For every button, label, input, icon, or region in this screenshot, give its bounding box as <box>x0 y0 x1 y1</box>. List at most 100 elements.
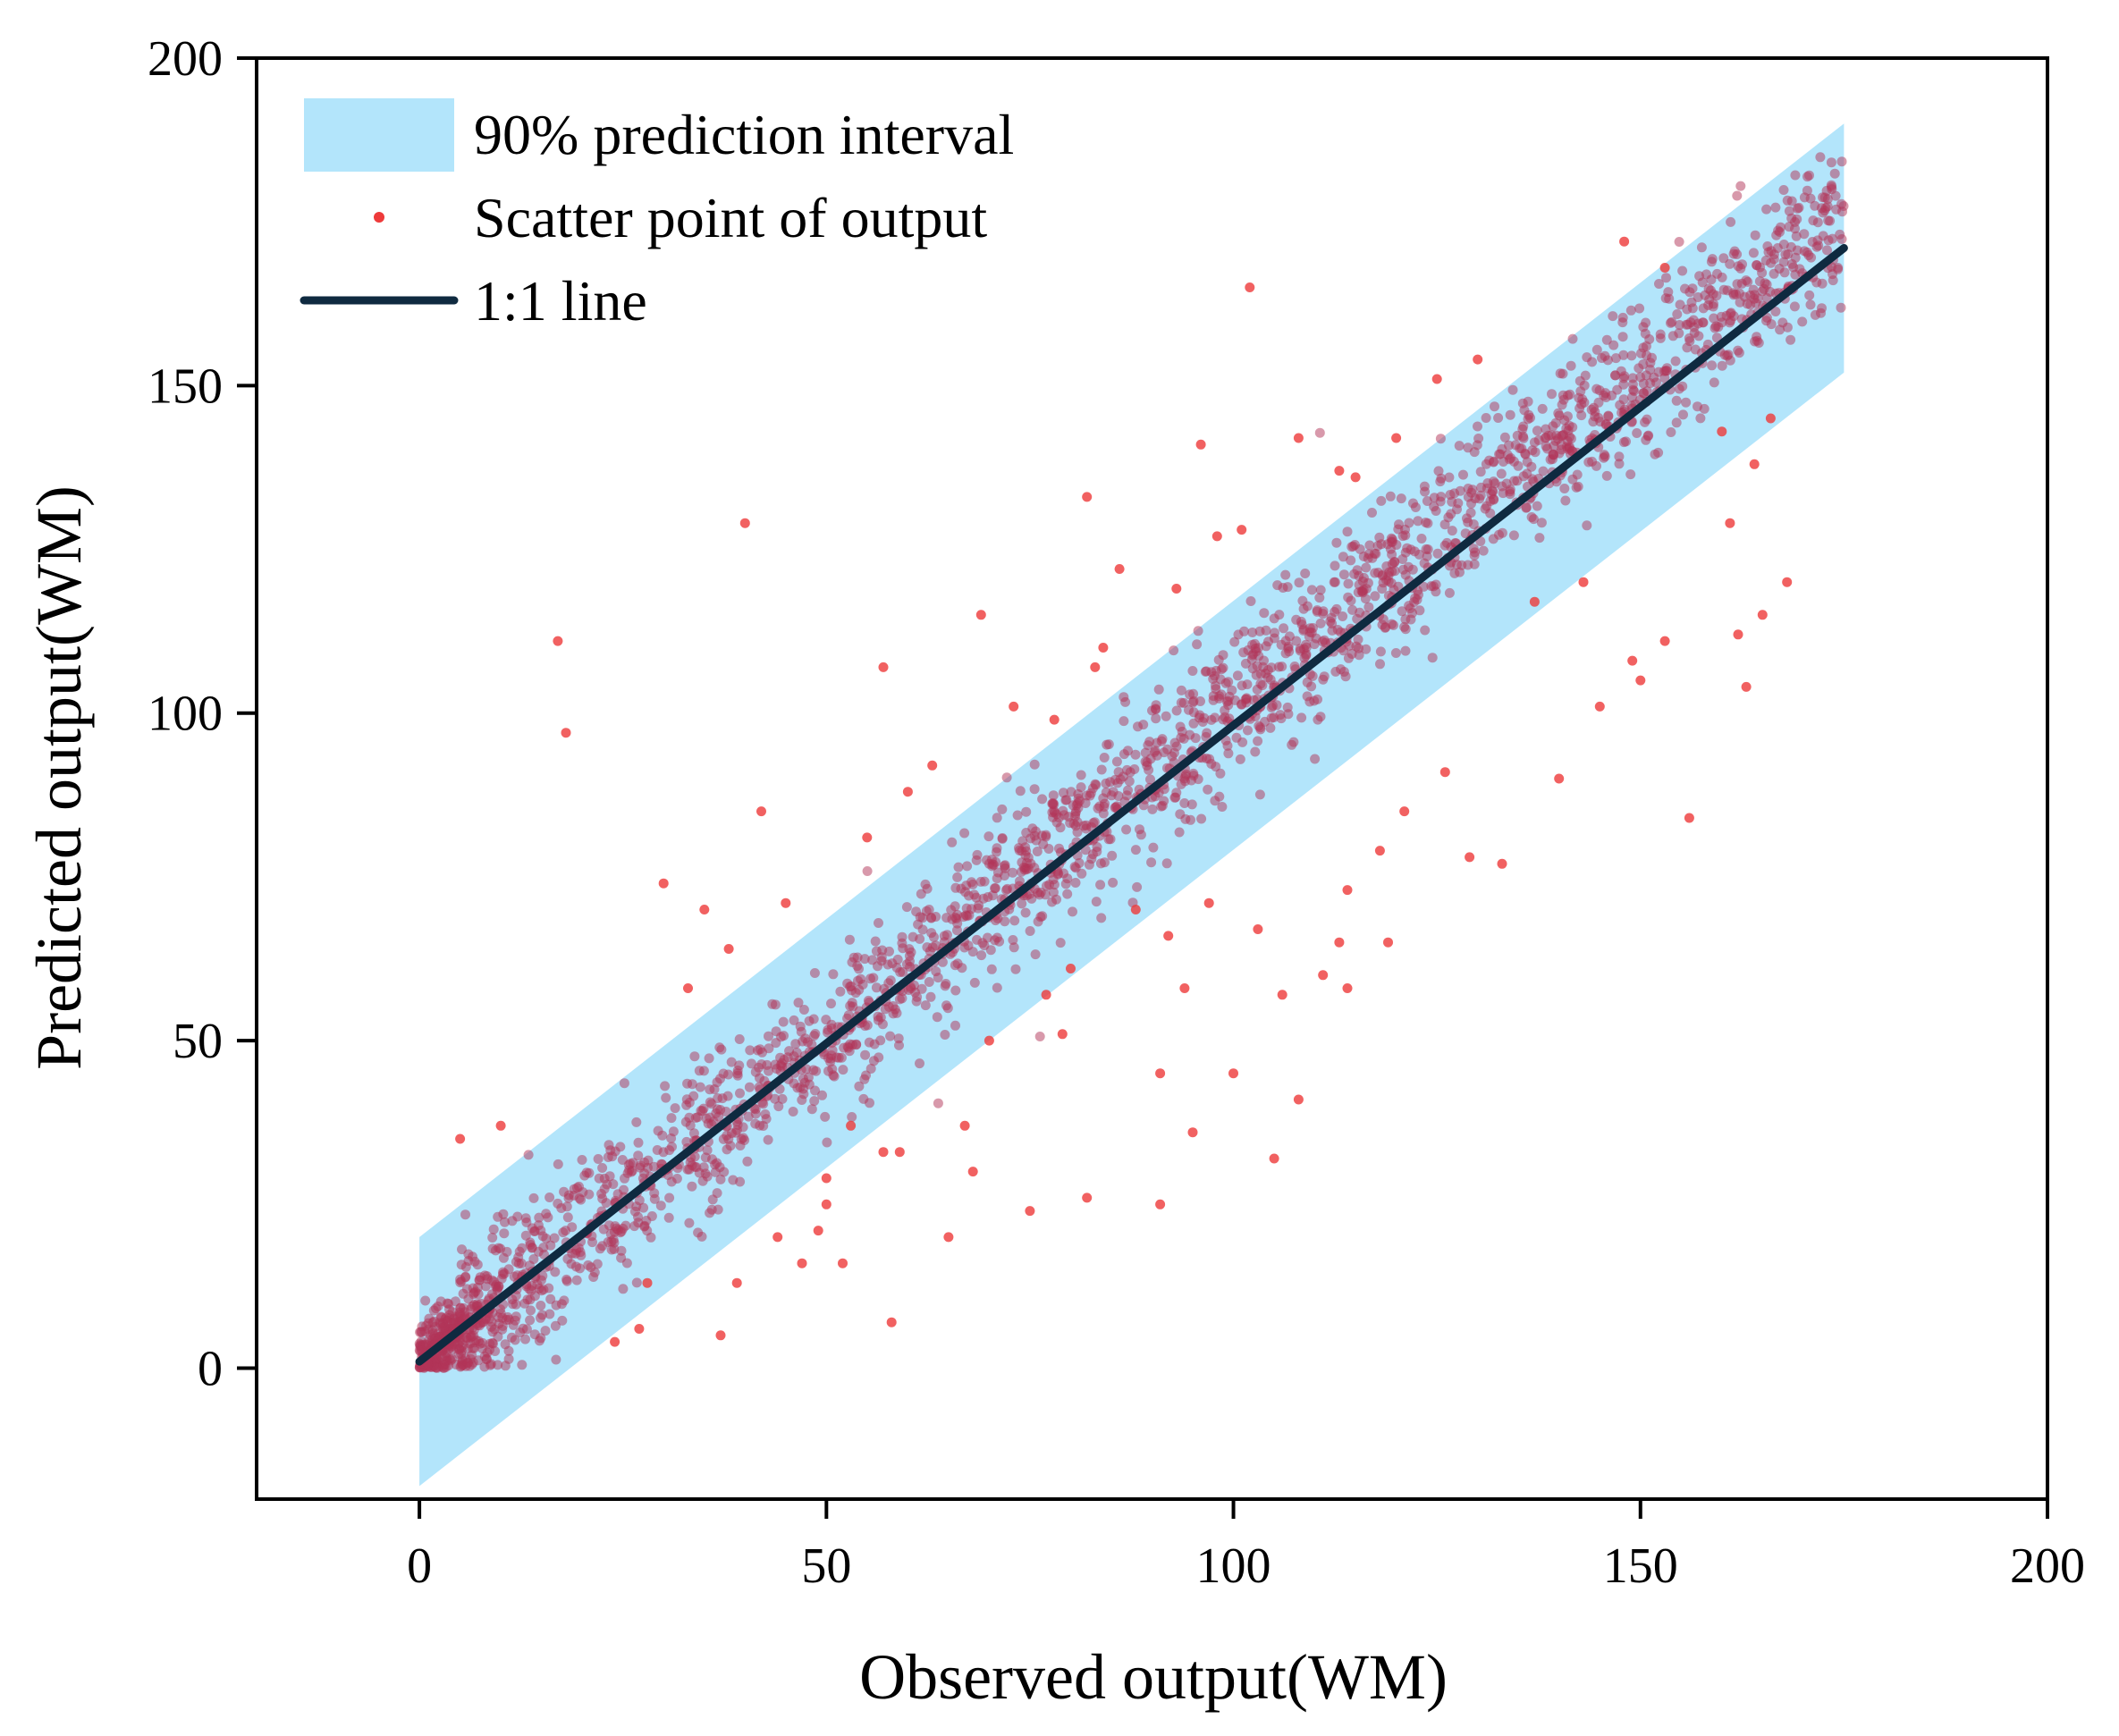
scatter-point <box>960 887 970 897</box>
scatter-point <box>1361 584 1372 594</box>
scatter-point <box>1152 737 1162 748</box>
scatter-point <box>1576 399 1587 409</box>
scatter-point <box>549 1233 560 1243</box>
scatter-point <box>908 931 918 942</box>
scatter-point <box>969 977 980 988</box>
scatter-point-outlier <box>1399 806 1410 817</box>
scatter-point <box>847 1112 857 1122</box>
scatter-point <box>500 1339 511 1350</box>
scatter-point <box>1608 311 1618 322</box>
scatter-point <box>1458 469 1468 480</box>
scatter-point <box>663 1212 674 1223</box>
x-tick-label: 0 <box>407 1538 432 1594</box>
scatter-point <box>525 1260 535 1271</box>
scatter-point <box>1261 641 1271 652</box>
scatter-point <box>820 1111 831 1122</box>
scatter-point <box>1831 204 1842 215</box>
scatter-point <box>631 1277 642 1288</box>
scatter-point <box>1329 577 1339 587</box>
scatter-point <box>495 1304 506 1315</box>
scatter-point <box>958 912 969 923</box>
scatter-point <box>1252 684 1262 695</box>
scatter-point <box>597 1193 608 1204</box>
scatter-point <box>508 1299 518 1310</box>
scatter-point <box>490 1245 501 1256</box>
scatter-point <box>750 1104 761 1115</box>
scatter-point <box>1482 478 1493 488</box>
scatter-point <box>1030 949 1041 960</box>
scatter-point <box>1055 822 1066 833</box>
scatter-point <box>455 1312 466 1322</box>
scatter-point <box>806 1104 817 1115</box>
scatter-point <box>472 1260 483 1270</box>
scatter-point <box>1009 915 1020 926</box>
scatter-point <box>1304 631 1314 642</box>
scatter-point <box>480 1281 491 1292</box>
scatter-point <box>487 1233 498 1243</box>
scatter-point <box>1549 450 1559 460</box>
scatter-point <box>1397 531 1408 542</box>
scatter-point <box>735 1088 745 1099</box>
scatter-point-outlier <box>1342 983 1353 993</box>
scatter-point <box>1054 813 1064 823</box>
scatter-point <box>1179 798 1190 808</box>
scatter-point <box>1735 181 1746 191</box>
scatter-point <box>1135 824 1144 835</box>
scatter-point <box>487 1327 498 1337</box>
legend-label-line: 1:1 line <box>474 269 647 333</box>
scatter-point <box>1029 784 1040 795</box>
scatter-point <box>1414 549 1424 560</box>
scatter-point <box>1358 572 1369 583</box>
scatter-point <box>506 1332 517 1343</box>
scatter-point <box>655 1201 666 1211</box>
scatter-point <box>1782 195 1793 206</box>
scatter-point <box>1707 360 1718 371</box>
scatter-point <box>432 1362 443 1373</box>
scatter-point <box>742 1156 753 1167</box>
scatter-point <box>1178 697 1189 708</box>
scatter-point <box>735 1176 746 1187</box>
scatter-point <box>874 1052 884 1063</box>
scatter-point <box>1760 278 1770 289</box>
scatter-point <box>924 977 934 987</box>
scatter-point-outlier <box>1635 675 1646 686</box>
scatter-point <box>1467 485 1478 495</box>
scatter-point <box>415 1327 426 1337</box>
scatter-point <box>571 1261 581 1272</box>
x-axis-title: Observed output(WM) <box>859 1641 1448 1713</box>
scatter-point <box>1107 850 1118 861</box>
scatter-point <box>940 981 950 991</box>
scatter-point <box>862 866 873 876</box>
scatter-point <box>1827 184 1837 195</box>
scatter-point <box>1678 409 1688 420</box>
scatter-point <box>642 1226 653 1236</box>
scatter-point <box>1718 284 1729 295</box>
scatter-point <box>660 1081 671 1091</box>
scatter-point <box>571 1275 582 1285</box>
scatter-point <box>1108 877 1119 888</box>
scatter-point <box>670 1103 680 1114</box>
scatter-point <box>1567 333 1578 344</box>
scatter-point <box>1610 353 1621 364</box>
scatter-point <box>1033 916 1043 927</box>
scatter-point <box>657 1130 668 1141</box>
scatter-point <box>621 1220 631 1231</box>
scatter-point <box>1693 331 1704 341</box>
scatter-point <box>979 876 990 887</box>
scatter-point <box>597 1241 608 1251</box>
scatter-point <box>624 1165 635 1176</box>
scatter-point-outlier <box>1439 767 1450 778</box>
scatter-point <box>1674 237 1684 247</box>
scatter-point <box>1203 784 1213 795</box>
scatter-point <box>1621 436 1631 447</box>
scatter-point <box>1176 685 1186 695</box>
scatter-point <box>760 1109 771 1119</box>
scatter-point <box>604 1140 614 1150</box>
scatter-point <box>479 1361 490 1372</box>
scatter-point-outlier <box>1473 354 1483 365</box>
scatter-point <box>1634 303 1645 314</box>
scatter-point <box>1583 457 1594 468</box>
scatter-point <box>1667 316 1677 327</box>
scatter-point <box>1627 392 1637 402</box>
